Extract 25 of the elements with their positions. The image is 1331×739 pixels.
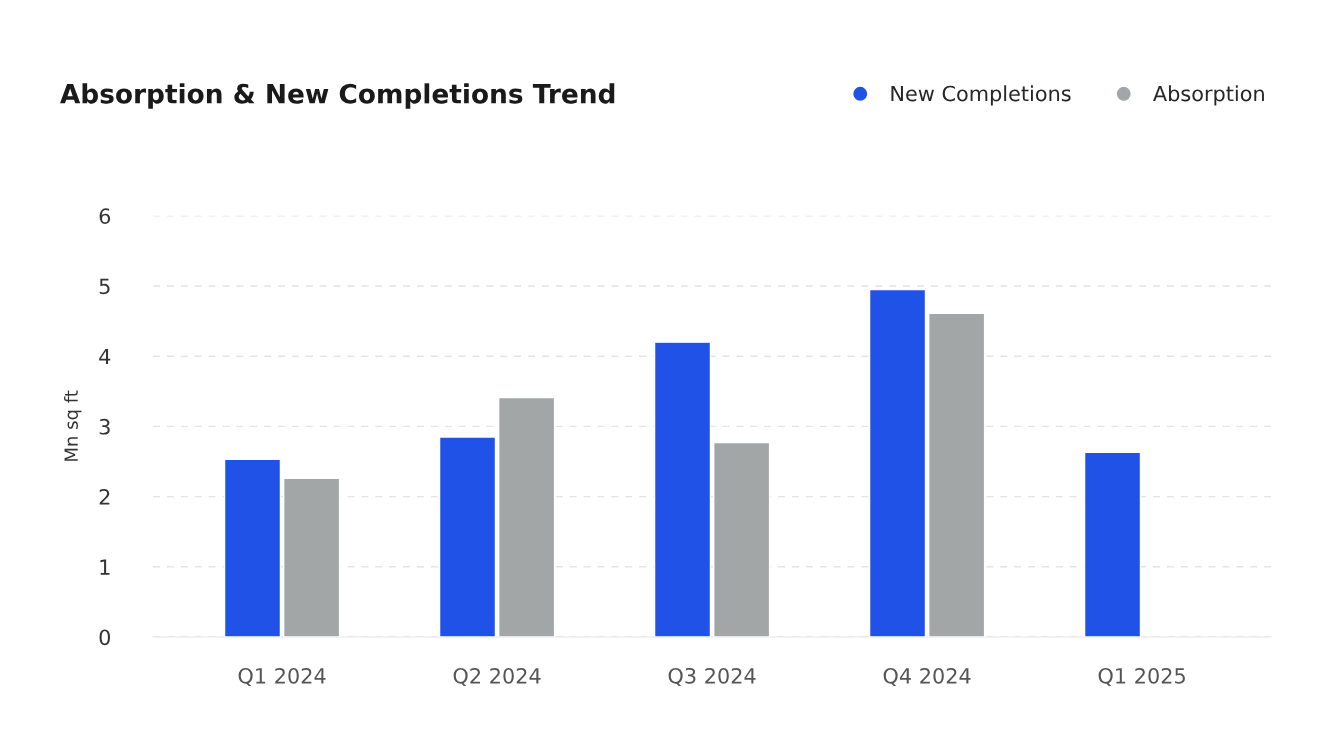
chart-title: Absorption & New Completions Trend [60, 83, 615, 109]
x-tick-label: Q1 2025 [1098, 667, 1185, 687]
y-tick-label: 5 [99, 278, 110, 295]
bar [868, 288, 927, 638]
bar [713, 441, 771, 638]
y-tick-label: 3 [99, 418, 110, 435]
x-tick-label: Q2 2024 [453, 667, 541, 687]
y-tick-label: 1 [100, 559, 110, 575]
y-tick-label: 0 [99, 629, 111, 646]
bar [653, 341, 712, 638]
legend-label: New Completions [891, 85, 1071, 106]
y-axis-title: Mn sq ft [64, 390, 82, 461]
x-tick-label: Q3 2024 [668, 667, 756, 687]
y-tick-label: 6 [99, 208, 111, 224]
y-tick-label: 4 [99, 348, 111, 365]
bar [497, 396, 556, 638]
x-tick-label: Q1 2024 [238, 667, 326, 687]
legend-label: Absorption [1153, 85, 1264, 106]
x-tick-label: Q4 2024 [883, 667, 971, 687]
bar [928, 312, 986, 638]
bar [282, 477, 341, 638]
bar [223, 458, 282, 638]
bar [438, 436, 497, 638]
bar [1083, 451, 1142, 638]
y-tick-label: 2 [99, 489, 110, 505]
